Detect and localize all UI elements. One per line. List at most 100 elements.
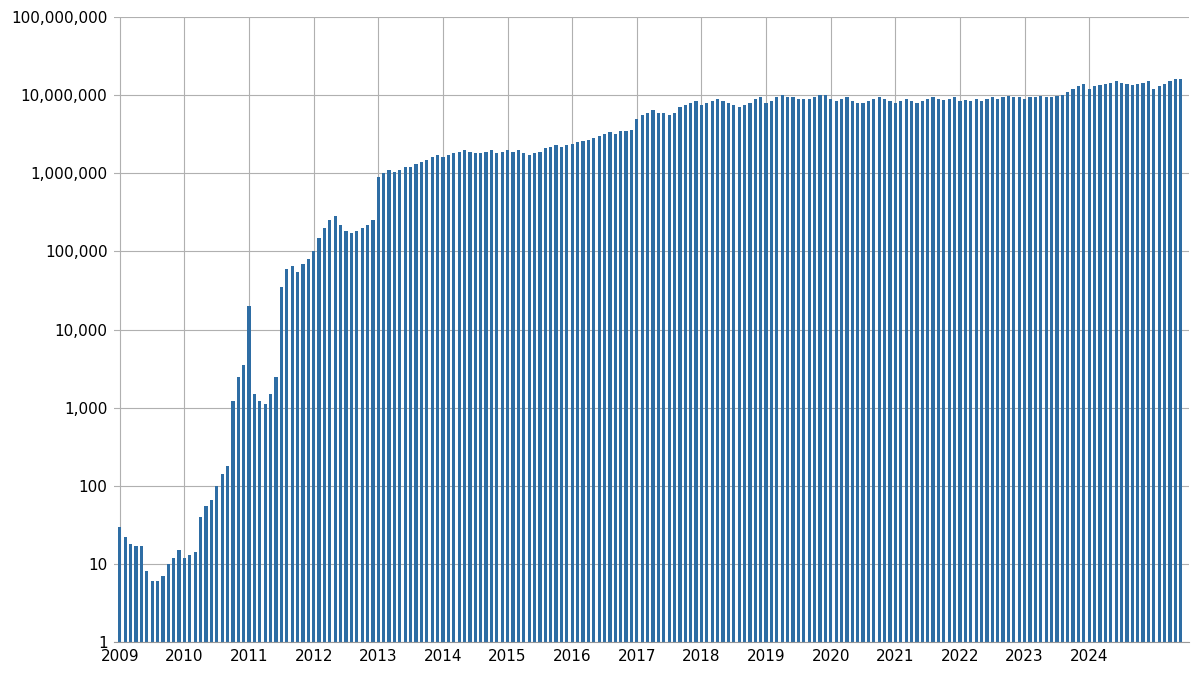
- Bar: [377, 177, 380, 675]
- Bar: [602, 134, 606, 675]
- Bar: [280, 287, 283, 675]
- Bar: [571, 144, 574, 675]
- Bar: [1115, 82, 1117, 675]
- Bar: [349, 234, 353, 675]
- Bar: [743, 105, 746, 675]
- Bar: [1028, 97, 1032, 675]
- Bar: [581, 141, 584, 675]
- Bar: [845, 97, 848, 675]
- Bar: [247, 306, 251, 675]
- Bar: [1093, 86, 1097, 675]
- Bar: [242, 365, 245, 675]
- Bar: [199, 517, 203, 675]
- Bar: [528, 155, 530, 675]
- Bar: [550, 146, 552, 675]
- Bar: [329, 220, 331, 675]
- Bar: [818, 95, 822, 675]
- Bar: [592, 138, 595, 675]
- Bar: [420, 162, 424, 675]
- Bar: [916, 103, 918, 675]
- Bar: [178, 550, 181, 675]
- Bar: [1082, 84, 1086, 675]
- Bar: [344, 232, 348, 675]
- Bar: [167, 564, 170, 675]
- Bar: [442, 157, 444, 675]
- Bar: [613, 134, 617, 675]
- Bar: [834, 101, 838, 675]
- Bar: [931, 97, 935, 675]
- Bar: [823, 95, 827, 675]
- Bar: [398, 170, 402, 675]
- Bar: [457, 152, 461, 675]
- Bar: [425, 159, 428, 675]
- Bar: [355, 232, 359, 675]
- Bar: [678, 107, 682, 675]
- Bar: [608, 132, 612, 675]
- Bar: [716, 99, 719, 675]
- Bar: [554, 145, 558, 675]
- Bar: [409, 167, 413, 675]
- Bar: [318, 238, 320, 675]
- Bar: [985, 99, 989, 675]
- Bar: [829, 99, 833, 675]
- Bar: [899, 101, 902, 675]
- Bar: [1141, 82, 1145, 675]
- Bar: [334, 217, 337, 675]
- Bar: [290, 266, 294, 675]
- Bar: [371, 220, 374, 675]
- Bar: [490, 150, 493, 675]
- Bar: [388, 170, 391, 675]
- Bar: [463, 150, 466, 675]
- Bar: [764, 103, 768, 675]
- Bar: [544, 148, 547, 675]
- Bar: [812, 97, 816, 675]
- Bar: [1158, 86, 1160, 675]
- Bar: [953, 97, 956, 675]
- Bar: [1130, 85, 1134, 675]
- Bar: [738, 107, 740, 675]
- Bar: [1050, 97, 1054, 675]
- Bar: [226, 466, 229, 675]
- Bar: [340, 225, 342, 675]
- Bar: [414, 165, 418, 675]
- Bar: [301, 263, 305, 675]
- Bar: [970, 101, 972, 675]
- Bar: [656, 113, 660, 675]
- Bar: [721, 101, 725, 675]
- Bar: [1072, 89, 1075, 675]
- Bar: [770, 101, 773, 675]
- Bar: [866, 101, 870, 675]
- Bar: [210, 500, 212, 675]
- Bar: [258, 402, 262, 675]
- Bar: [1044, 97, 1048, 675]
- Bar: [1055, 96, 1058, 675]
- Bar: [1169, 82, 1171, 675]
- Bar: [851, 101, 854, 675]
- Bar: [1061, 95, 1064, 675]
- Bar: [215, 486, 218, 675]
- Bar: [673, 113, 676, 675]
- Bar: [474, 153, 476, 675]
- Bar: [1109, 82, 1112, 675]
- Bar: [710, 101, 714, 675]
- Bar: [689, 103, 692, 675]
- Bar: [323, 228, 326, 675]
- Bar: [560, 146, 563, 675]
- Bar: [500, 152, 504, 675]
- Bar: [124, 537, 127, 675]
- Bar: [382, 173, 385, 675]
- Bar: [431, 157, 434, 675]
- Bar: [182, 558, 186, 675]
- Bar: [624, 131, 628, 675]
- Bar: [775, 97, 779, 675]
- Bar: [1174, 79, 1177, 675]
- Bar: [991, 97, 994, 675]
- Bar: [980, 101, 983, 675]
- Bar: [732, 105, 736, 675]
- Bar: [856, 103, 859, 675]
- Bar: [392, 171, 396, 675]
- Bar: [1076, 86, 1080, 675]
- Bar: [204, 506, 208, 675]
- Bar: [468, 152, 472, 675]
- Bar: [134, 546, 138, 675]
